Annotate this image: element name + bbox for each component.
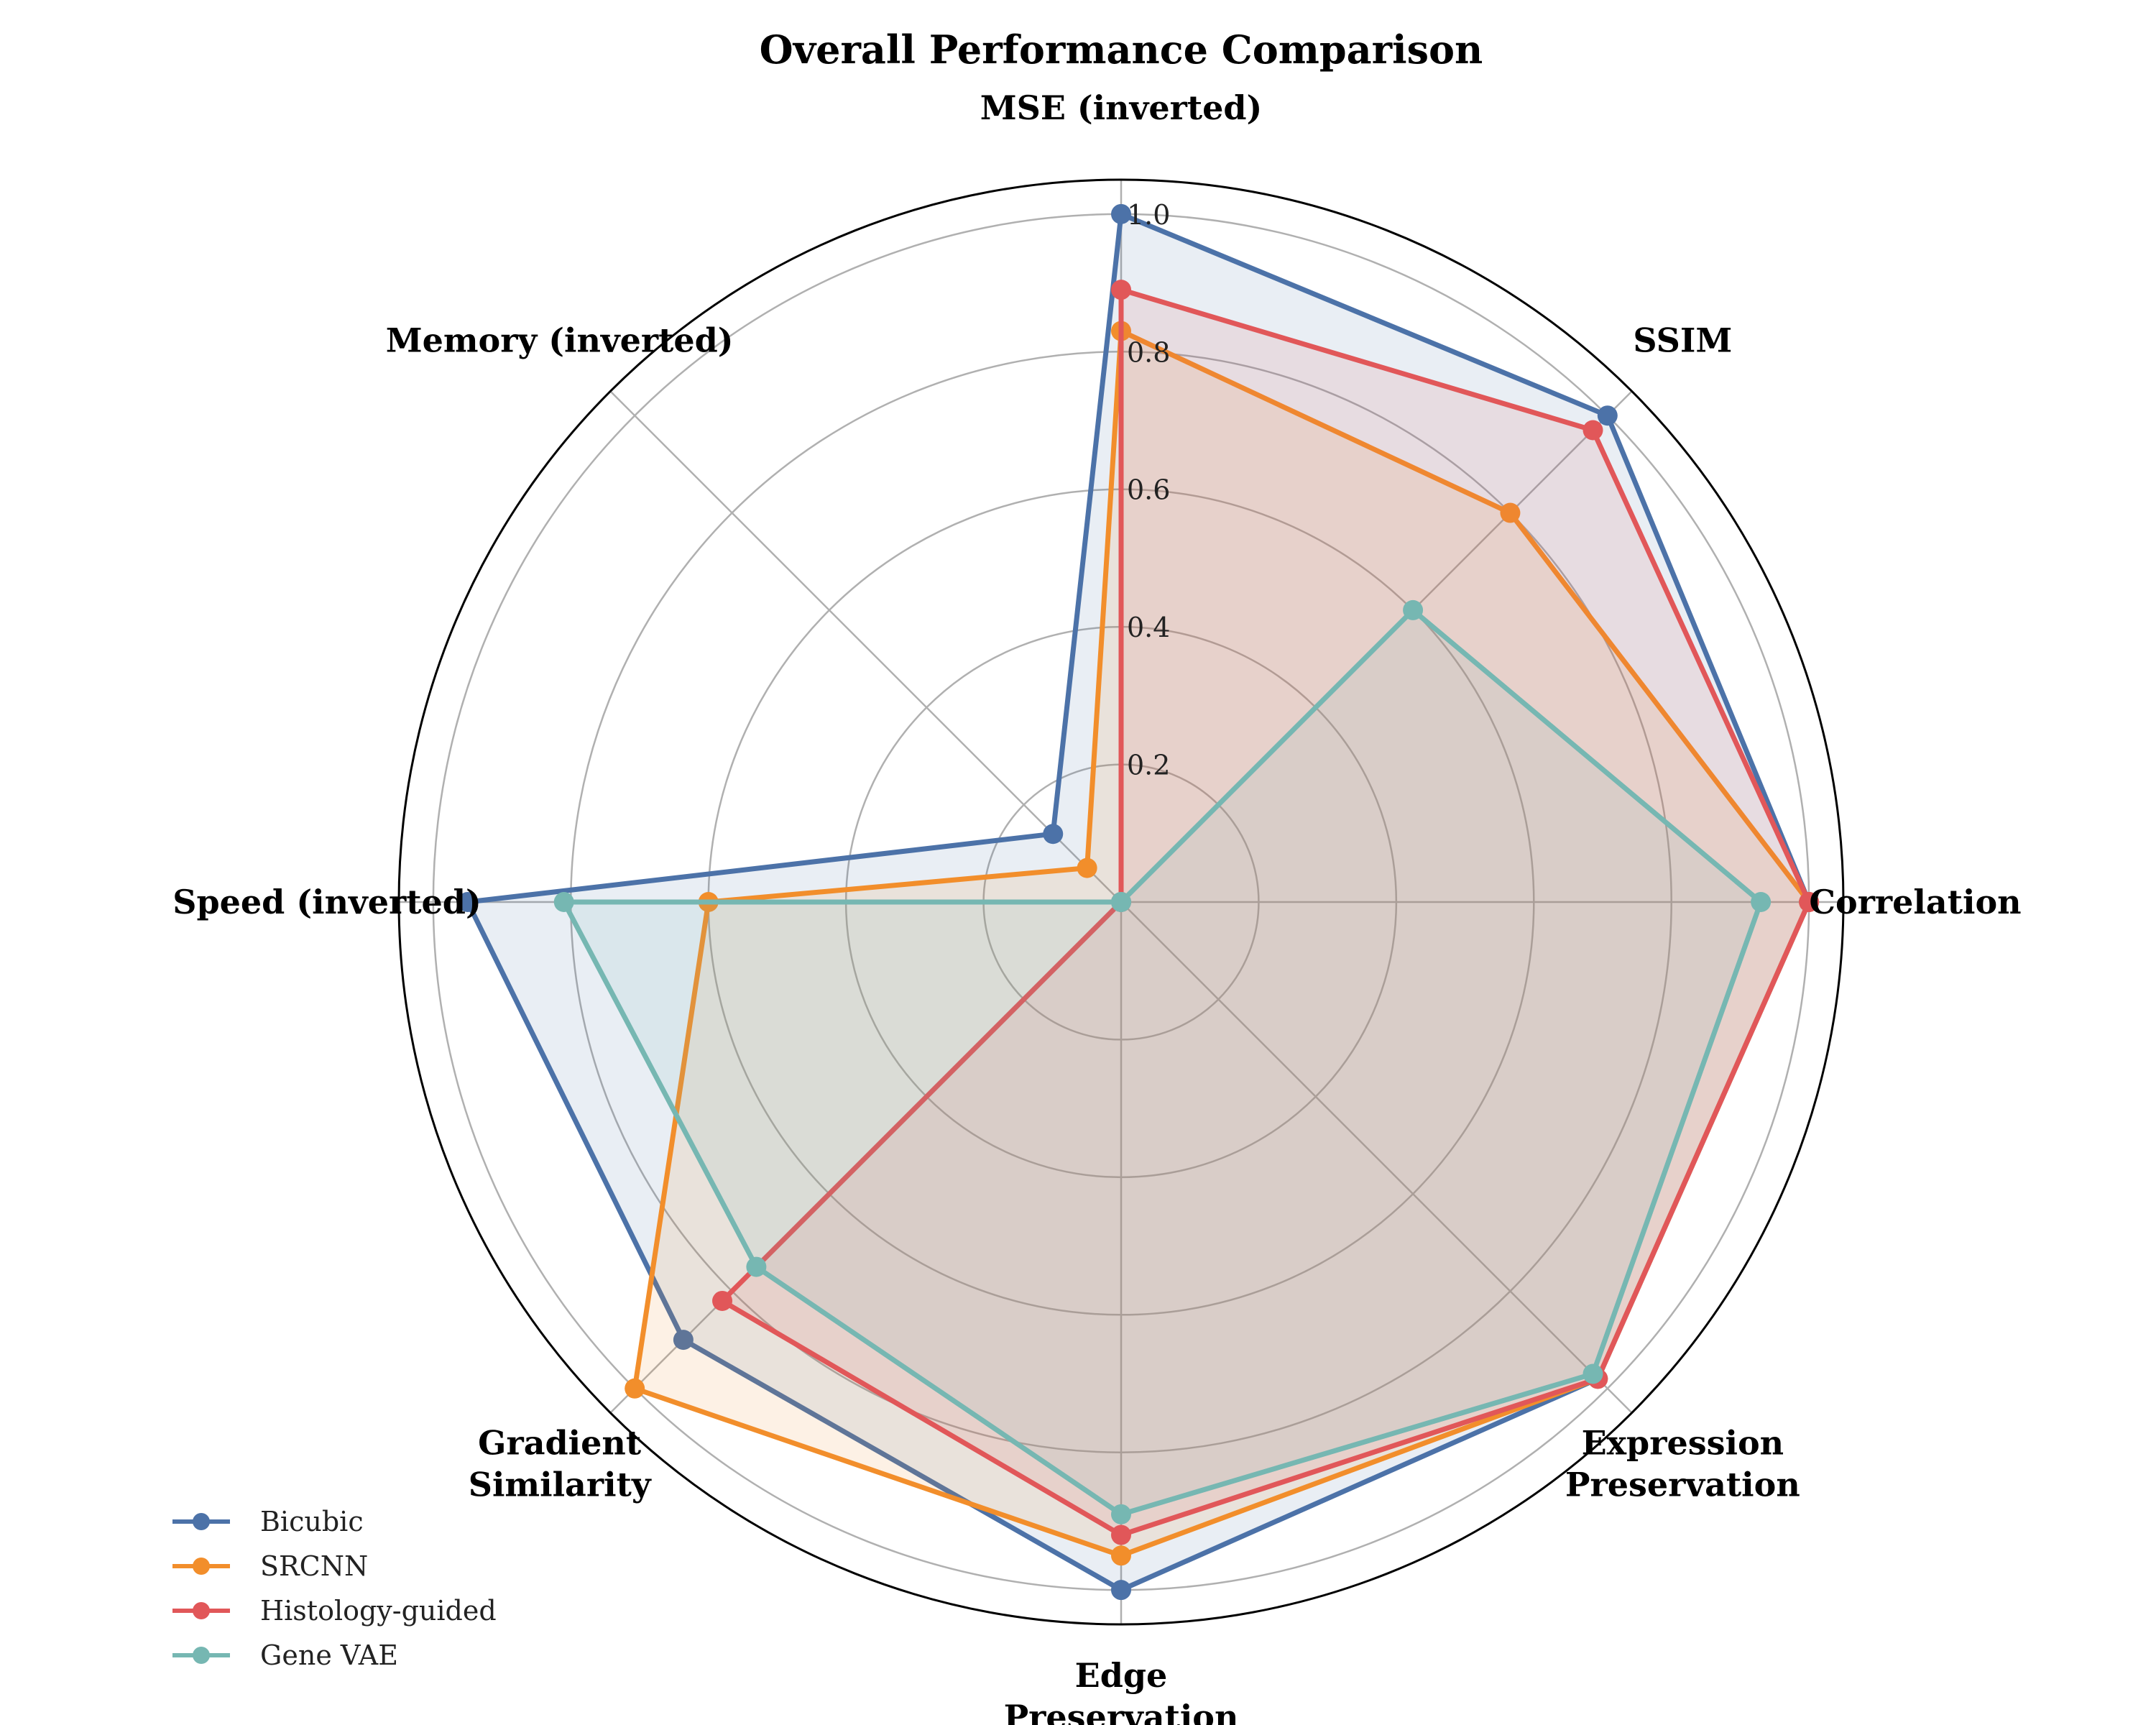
data-point [1111,1580,1131,1601]
data-point [1111,1545,1131,1566]
axis-label: Correlation [1809,883,2021,921]
axis-label: Edge Preservation [1004,1656,1239,1725]
axis-label: Memory (inverted) [386,321,734,360]
data-point [553,892,574,912]
radial-tick-label: 0.2 [1127,750,1170,781]
data-point [625,1378,645,1399]
data-point [712,1290,733,1311]
data-point [457,892,478,912]
radial-tick-labels: 0.2 0.4 0.6 0.8 1.0 [1127,199,1170,781]
axis-label: Gradient Similarity [469,1423,652,1504]
legend-item: Bicubic [172,1506,364,1537]
data-point [1043,824,1064,845]
legend-label: SRCNN [260,1550,368,1582]
data-point [1111,280,1131,300]
data-point [1583,420,1603,441]
data-point [1111,1524,1131,1545]
radial-tick-label: 0.6 [1127,474,1170,506]
radar-grid [397,178,1845,1626]
legend-swatch-marker [193,1647,210,1664]
axis-label: SSIM [1633,321,1732,360]
data-point [1403,599,1424,620]
axis-label: MSE (inverted) [980,88,1263,127]
axis-label: Expression Preservation [1565,1423,1800,1504]
outer-frame [397,178,1845,1626]
series-line [561,607,1764,1517]
data-point [673,1330,694,1351]
data-point [1799,892,1820,912]
series-area [467,213,1810,1591]
data-point [1751,892,1772,912]
data-point [746,1256,767,1277]
chart-title: Overall Performance Comparison [760,27,1483,73]
legend-label: Bicubic [260,1506,364,1537]
radial-tick-label: 1.0 [1127,199,1170,231]
legend-label: Gene VAE [260,1639,398,1671]
series-area [635,331,1810,1556]
legend-swatch-marker [193,1558,210,1575]
series-area [563,610,1761,1514]
series-line [719,287,1812,1538]
radar-series [457,203,1820,1601]
legend-item: Histology-guided [172,1595,497,1627]
data-point [1111,1504,1131,1524]
legend-swatch-marker [193,1513,210,1530]
legend-item: SRCNN [172,1550,368,1582]
series-4 [553,599,1772,1524]
data-point [1111,203,1131,224]
data-point [1077,857,1097,878]
axis-labels: MSE (inverted) SSIM Correlation Expression P… [172,88,2021,1725]
radial-tick-label: 0.8 [1127,336,1170,368]
grid-spoke-4 [1120,901,1633,1414]
legend-swatch-marker [193,1602,210,1619]
legend: Bicubic SRCNN Histology-guided Gene VAE [172,1506,497,1671]
data-point [1500,502,1521,523]
data-point [1597,405,1618,426]
data-point [1583,1363,1603,1384]
data-point [1111,892,1131,912]
legend-label: Histology-guided [260,1595,497,1627]
grid-spoke-8 [609,390,1122,903]
radial-tick-label: 0.4 [1127,612,1170,643]
axis-label: Speed (inverted) [172,883,481,921]
series-area [722,290,1810,1535]
legend-item: Gene VAE [172,1639,398,1671]
